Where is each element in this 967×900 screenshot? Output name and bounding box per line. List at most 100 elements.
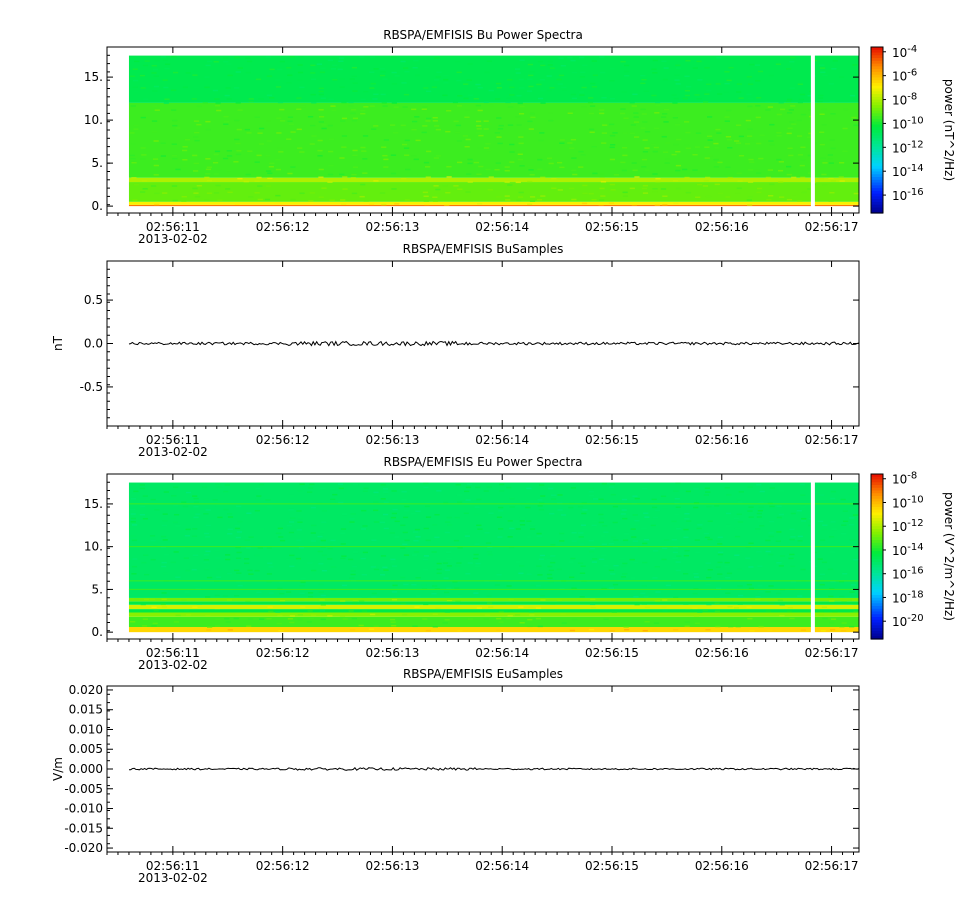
spectrogram-cell bbox=[789, 60, 795, 63]
spectrogram-cell bbox=[748, 542, 754, 545]
spectrogram-cell bbox=[807, 188, 813, 190]
spectrogram-cell bbox=[610, 189, 616, 191]
colorbar-cell bbox=[871, 556, 883, 560]
spectrogram-cell bbox=[724, 487, 730, 489]
spectrogram-cell bbox=[216, 568, 222, 571]
spectrogram-cell bbox=[608, 587, 615, 589]
spectrogram-cell bbox=[161, 592, 167, 594]
spectrogram-cell bbox=[684, 90, 690, 92]
spectrogram-cell bbox=[592, 172, 598, 175]
spectrogram-cell bbox=[717, 161, 723, 164]
spectrogram-cell bbox=[154, 509, 160, 511]
spectrogram-cell bbox=[391, 591, 398, 593]
spectrogram-cell bbox=[426, 150, 432, 153]
spectrogram-cell bbox=[327, 615, 333, 617]
spectrogram-cell bbox=[383, 501, 389, 504]
spectrogram-cell bbox=[392, 584, 398, 587]
spectrogram-cell bbox=[244, 629, 250, 631]
spectrogram-cell bbox=[556, 568, 562, 571]
spectrogram-cell bbox=[443, 74, 449, 77]
spectrogram-cell bbox=[144, 573, 150, 576]
spectrogram-cell bbox=[822, 162, 828, 164]
spectrogram-cell bbox=[686, 520, 692, 522]
spectrogram-cell bbox=[529, 528, 536, 530]
spectrogram-cell bbox=[391, 565, 398, 567]
colorbar-cell bbox=[871, 163, 883, 167]
spectrogram-cell bbox=[486, 602, 493, 604]
spectrogram-cell bbox=[382, 154, 388, 157]
spectrogram-cell bbox=[496, 117, 502, 119]
spectrogram-cell bbox=[132, 86, 138, 88]
spectrogram-cell bbox=[463, 512, 469, 515]
spectrogram-cell bbox=[465, 486, 472, 489]
spectrogram-cell bbox=[265, 185, 272, 187]
spectrogram-cell bbox=[278, 629, 284, 632]
spectrogram-cell bbox=[641, 78, 647, 81]
spectrogram-cell bbox=[622, 154, 628, 157]
x-tick-label: 02:56:17 bbox=[805, 646, 859, 660]
colorbar-cell bbox=[871, 96, 883, 101]
spectrogram-cell bbox=[622, 562, 628, 565]
spectrogram-cell bbox=[175, 524, 181, 527]
spectrogram-cell bbox=[446, 557, 452, 560]
spectrogram-cell bbox=[369, 105, 375, 107]
spectrogram-cell bbox=[390, 621, 396, 623]
spectrogram-cell bbox=[296, 510, 302, 512]
spectrogram-cell bbox=[735, 192, 741, 194]
spectrogram-cell bbox=[508, 599, 514, 601]
spectrogram-cell bbox=[738, 594, 744, 597]
spectrogram-cell bbox=[714, 596, 720, 598]
spectrogram-cell bbox=[237, 584, 243, 587]
spectrogram-cell bbox=[247, 89, 253, 92]
spectrogram-cell bbox=[634, 524, 640, 526]
spectrogram-cell bbox=[706, 576, 712, 579]
spectrogram-cell bbox=[382, 599, 389, 601]
spectrogram-cell bbox=[352, 599, 358, 602]
spectrogram-cell bbox=[192, 74, 198, 76]
spectrogram-cell bbox=[600, 535, 606, 537]
spectrogram-cell bbox=[133, 183, 140, 186]
spectrogram-cell bbox=[299, 592, 305, 595]
spectrogram-cell bbox=[340, 199, 346, 201]
spectrogram-cell bbox=[233, 617, 239, 620]
spectrogram-cell bbox=[234, 527, 241, 530]
spectrogram-cell bbox=[373, 625, 379, 627]
spectrogram-cell bbox=[297, 147, 303, 149]
spectrogram-cell bbox=[775, 592, 782, 595]
spectrogram-cell bbox=[258, 483, 265, 486]
spectrogram-cell bbox=[373, 68, 379, 70]
spectrogram-cell bbox=[841, 599, 847, 602]
colorbar-cell bbox=[871, 188, 883, 192]
spectrogram-cell bbox=[204, 76, 210, 78]
spectrogram-cell bbox=[359, 195, 365, 198]
spectrogram-cell bbox=[486, 60, 492, 63]
spectrogram-cell bbox=[286, 66, 292, 69]
spectrogram-cell bbox=[318, 607, 325, 610]
spectrogram-cell bbox=[446, 176, 452, 178]
spectrogram-cell bbox=[849, 539, 855, 541]
spectrogram-cell bbox=[655, 180, 661, 183]
spectrogram-cell bbox=[224, 554, 231, 556]
spectrogram-cell bbox=[727, 176, 733, 179]
spectrogram-cell bbox=[194, 139, 200, 142]
spectrogram-cell bbox=[442, 184, 448, 187]
spectrogram-cell bbox=[131, 176, 137, 179]
spectrogram-cell bbox=[820, 157, 826, 159]
spectrogram-cell bbox=[161, 598, 167, 601]
spectrogram-cell bbox=[488, 512, 494, 515]
spectrogram-cell bbox=[467, 618, 474, 620]
spectrogram-cell bbox=[789, 587, 795, 590]
spectrogram-cell bbox=[725, 576, 731, 579]
spectrogram-cell bbox=[518, 78, 524, 81]
spectrogram-cell bbox=[318, 121, 324, 123]
spectrogram-cell bbox=[423, 527, 429, 530]
spectrogram-cell bbox=[248, 536, 254, 538]
spectrogram-cell bbox=[247, 618, 254, 620]
spectrogram-cell bbox=[776, 629, 782, 632]
spectrogram-cell bbox=[756, 516, 762, 518]
spectrogram-cell bbox=[483, 101, 489, 104]
spectrogram-cell bbox=[496, 617, 502, 620]
spectrogram-cell bbox=[203, 199, 210, 201]
spectrogram-cell bbox=[630, 577, 636, 579]
spectrogram-cell bbox=[235, 102, 241, 104]
